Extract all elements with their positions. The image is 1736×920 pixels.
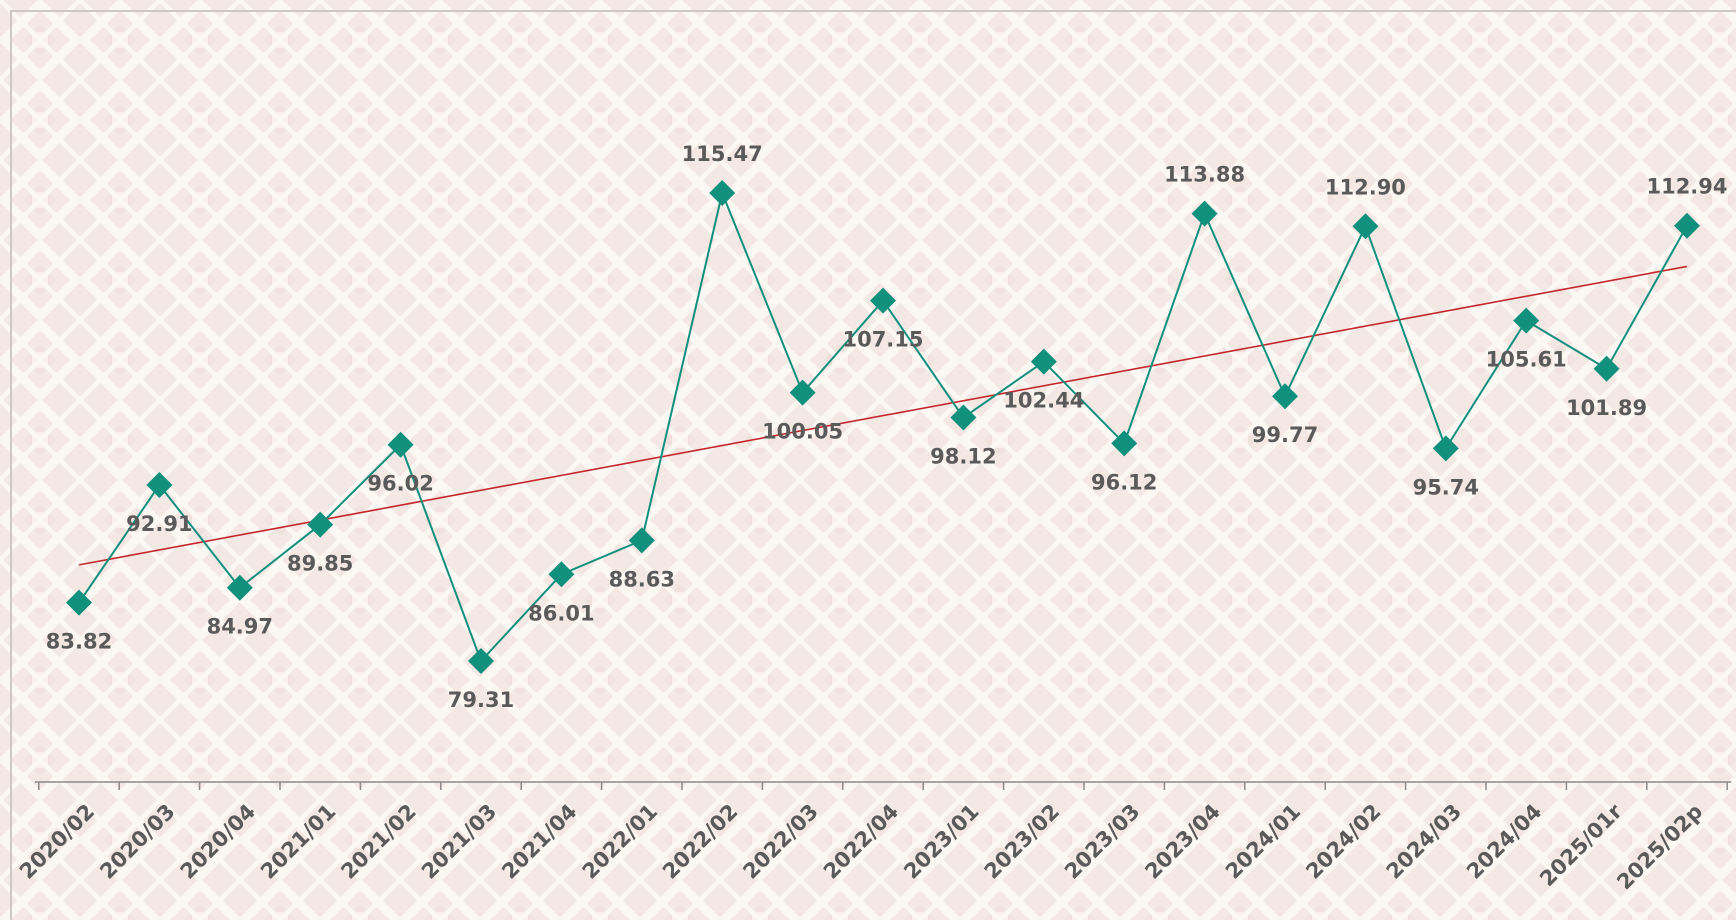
marker (1272, 383, 1298, 410)
trendline (78, 265, 1688, 566)
data-label: 89.85 (287, 552, 353, 576)
marker (709, 180, 736, 206)
marker (146, 471, 173, 498)
marker (1352, 213, 1379, 240)
data-label: 112.90 (1325, 175, 1406, 199)
data-label: 96.12 (1091, 470, 1157, 494)
marker (387, 431, 414, 458)
marker (1513, 307, 1540, 334)
marker (307, 511, 334, 538)
marker (66, 589, 92, 616)
data-label: 105.61 (1486, 348, 1567, 372)
data-label: 86.01 (528, 601, 594, 625)
marker (1030, 348, 1057, 375)
marker (468, 648, 494, 674)
frame (10, 10, 1736, 920)
data-label: 107.15 (842, 328, 923, 352)
marker (628, 527, 655, 554)
data-label: 115.47 (682, 142, 763, 166)
marker (1432, 435, 1459, 462)
marker (1593, 355, 1620, 382)
data-label: 96.02 (367, 472, 433, 496)
data-label: 98.12 (930, 445, 996, 469)
data-label: 84.97 (207, 615, 273, 639)
data-label: 112.94 (1646, 175, 1727, 199)
marker (789, 379, 816, 406)
data-label: 95.74 (1413, 475, 1479, 499)
data-label: 79.31 (448, 688, 514, 712)
data-label: 100.05 (762, 420, 843, 444)
marker (870, 287, 896, 314)
data-label: 88.63 (609, 567, 675, 591)
marker (1674, 212, 1700, 239)
data-label: 101.89 (1566, 396, 1647, 420)
data-label: 113.88 (1164, 163, 1245, 187)
marker (1191, 200, 1218, 227)
marker (950, 404, 977, 431)
marker (548, 561, 575, 588)
marker (226, 574, 253, 601)
marker (1111, 430, 1138, 457)
data-label: 102.44 (1003, 389, 1084, 413)
data-label: 92.91 (126, 512, 192, 536)
data-label: 83.82 (46, 630, 112, 654)
data-label: 99.77 (1252, 423, 1318, 447)
